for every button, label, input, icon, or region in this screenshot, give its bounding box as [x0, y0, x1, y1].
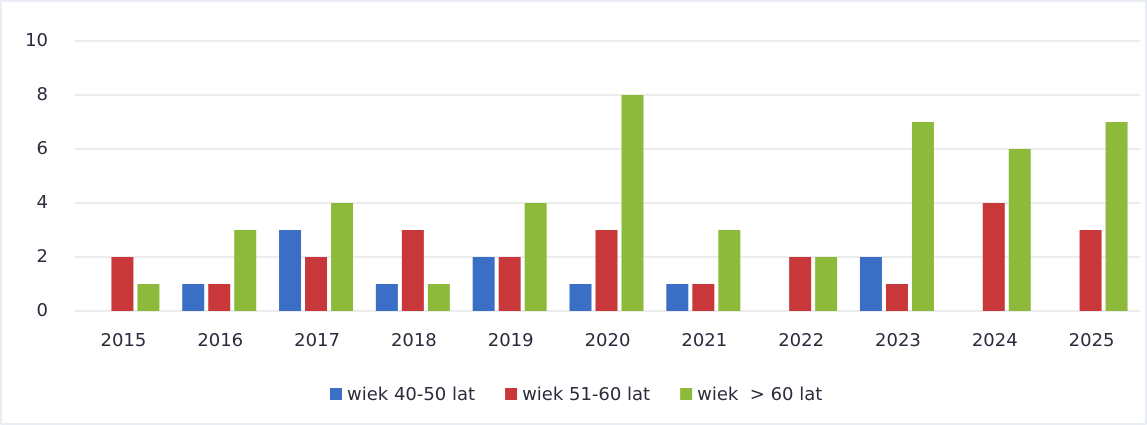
- y-tick-label: 10: [25, 30, 48, 51]
- legend-swatch: [505, 388, 518, 400]
- legend-swatch: [330, 388, 342, 400]
- x-tick-label: 2020: [585, 330, 631, 351]
- bar: [524, 203, 547, 311]
- legend: wiek 40-50 lat wiek 51-60 lat wiek > 60 la…: [330, 384, 822, 405]
- x-tick-label: 2016: [197, 330, 243, 351]
- bar: [859, 257, 882, 311]
- bar: [1008, 149, 1031, 311]
- bar: [1105, 122, 1128, 311]
- legend-label: wiek 40-50 lat: [347, 384, 475, 405]
- bar: [279, 230, 302, 311]
- bar: [182, 284, 205, 311]
- bar: [621, 95, 644, 311]
- bar: [982, 203, 1005, 311]
- bar: [472, 257, 495, 311]
- bar: [595, 230, 618, 311]
- bar: [375, 284, 398, 311]
- y-tick-label: 2: [37, 246, 48, 267]
- x-tick-label: 2024: [972, 330, 1018, 351]
- bar: [498, 257, 521, 311]
- bar: [569, 284, 592, 311]
- legend-label: wiek 51-60 lat: [522, 384, 650, 405]
- x-tick-label: 2018: [391, 330, 437, 351]
- x-tick-label: 2022: [778, 330, 824, 351]
- bar: [208, 284, 231, 311]
- bar: [666, 284, 689, 311]
- bar: [401, 230, 424, 311]
- bar: [885, 284, 908, 311]
- bar: [305, 257, 328, 311]
- y-tick-label: 8: [37, 84, 48, 105]
- y-tick-label: 4: [37, 192, 48, 213]
- x-tick-label: 2015: [101, 330, 147, 351]
- legend-label: wiek > 60 lat: [697, 384, 822, 405]
- x-tick-label: 2023: [875, 330, 921, 351]
- bar: [815, 257, 838, 311]
- bar: [427, 284, 450, 311]
- bar: [718, 230, 741, 311]
- y-tick-label: 0: [37, 300, 48, 321]
- bar: [137, 284, 160, 311]
- bar: [331, 203, 354, 311]
- legend-swatch: [680, 388, 693, 400]
- bar: [789, 257, 812, 311]
- x-tick-label: 2017: [294, 330, 340, 351]
- bar: [234, 230, 257, 311]
- x-tick-label: 2021: [681, 330, 727, 351]
- x-tick-label: 2019: [488, 330, 534, 351]
- bar: [692, 284, 715, 311]
- x-tick-label: 2025: [1069, 330, 1115, 351]
- y-tick-label: 6: [37, 138, 48, 159]
- bar: [911, 122, 934, 311]
- bar: [111, 257, 134, 311]
- bar: [1079, 230, 1102, 311]
